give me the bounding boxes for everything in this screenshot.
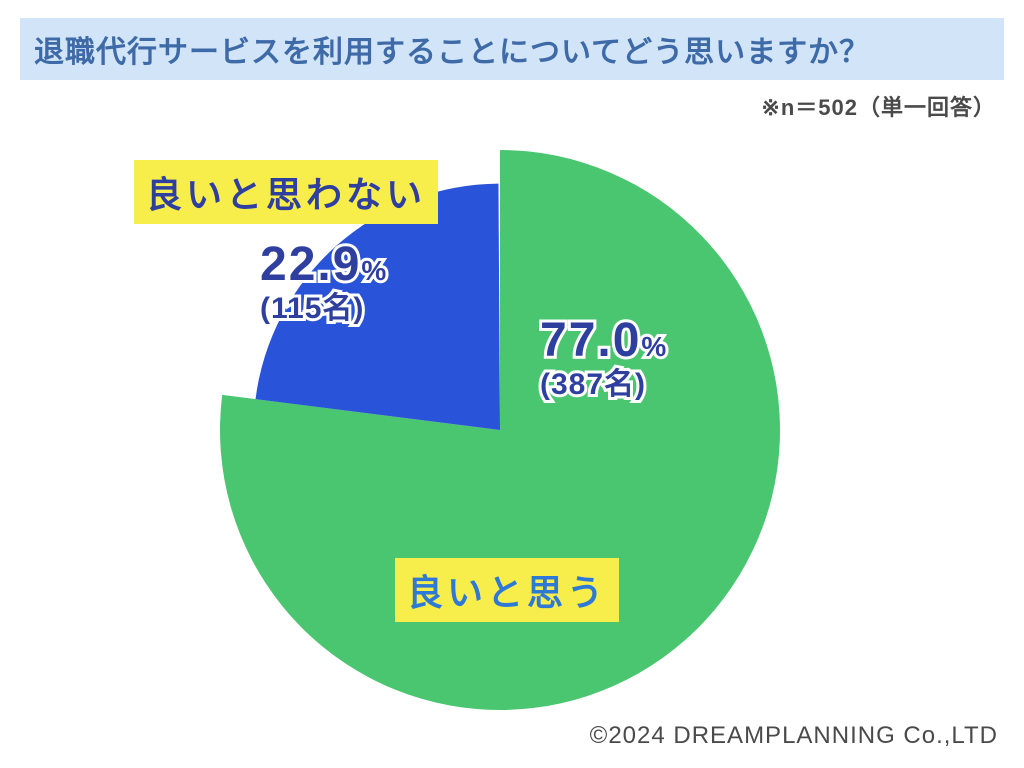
slice-label-good: 良いと思う (395, 558, 619, 622)
slice-count-good: (387名) (540, 368, 666, 403)
copyright-text: ©2024 DREAMPLANNING Co.,LTD (590, 722, 998, 749)
slice-value-notgood: 22.9% (115名) (260, 237, 386, 327)
slice-percent-good: 77.0% (540, 313, 666, 368)
pie-chart (220, 150, 780, 710)
slice-label-notgood-text: 良いと思わない (146, 174, 426, 215)
sample-size-note: ※n＝502（単一回答） (761, 90, 996, 122)
slice-label-good-text: 良いと思う (407, 572, 607, 613)
copyright: ©2024 DREAMPLANNING Co.,LTD (590, 722, 998, 750)
sample-size-text: ※n＝502（単一回答） (761, 95, 996, 120)
chart-canvas: 退職代行サービスを利用することについてどう思いますか？ ※n＝502（単一回答）… (0, 0, 1024, 768)
slice-percent-notgood-num: 22.9 (260, 238, 361, 291)
slice-label-notgood: 良いと思わない (134, 160, 438, 224)
slice-percent-good-unit: % (641, 331, 666, 362)
slice-value-good: 77.0% (387名) (540, 313, 666, 403)
title-text: 退職代行サービスを利用することについてどう思いますか？ (34, 27, 870, 71)
pie-svg (220, 150, 780, 710)
slice-percent-notgood-unit: % (361, 255, 386, 286)
title-bar: 退職代行サービスを利用することについてどう思いますか？ (20, 18, 1004, 80)
slice-count-notgood: (115名) (260, 292, 386, 327)
slice-percent-good-num: 77.0 (540, 314, 641, 367)
slice-percent-notgood: 22.9% (260, 237, 386, 292)
